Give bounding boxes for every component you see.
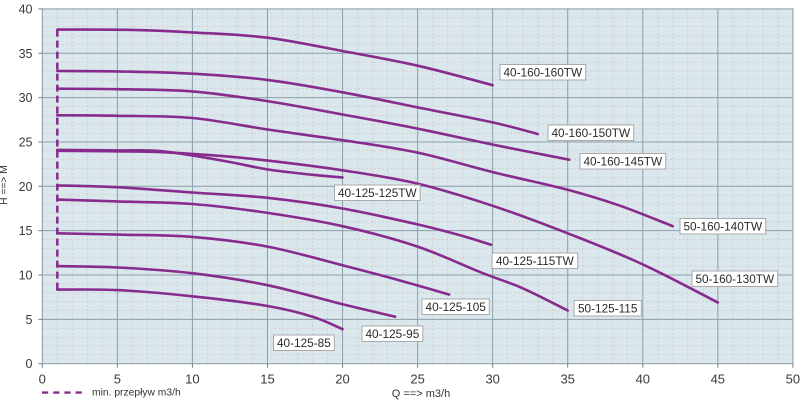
svg-text:30: 30	[485, 372, 499, 387]
svg-text:40-125-115TW: 40-125-115TW	[496, 254, 575, 268]
svg-text:50-160-130TW: 50-160-130TW	[695, 272, 775, 286]
svg-text:min. przepływ m3/h: min. przepływ m3/h	[92, 388, 181, 399]
svg-text:30: 30	[19, 91, 33, 105]
svg-text:40-125-105: 40-125-105	[426, 300, 487, 314]
svg-text:40-125-125TW: 40-125-125TW	[338, 186, 418, 200]
svg-text:20: 20	[335, 372, 349, 387]
svg-text:0: 0	[39, 372, 46, 387]
svg-text:45: 45	[711, 372, 725, 387]
svg-text:15: 15	[260, 372, 274, 387]
svg-text:20: 20	[19, 180, 33, 194]
svg-text:10: 10	[19, 269, 33, 283]
svg-text:40: 40	[19, 2, 33, 16]
svg-text:35: 35	[560, 372, 574, 387]
svg-text:5: 5	[114, 372, 121, 387]
svg-text:Q ==> m3/h: Q ==> m3/h	[392, 388, 450, 400]
svg-text:5: 5	[26, 313, 33, 327]
svg-text:40-125-95: 40-125-95	[366, 327, 420, 341]
svg-text:40-160-150TW: 40-160-150TW	[551, 126, 631, 140]
svg-text:40-160-145TW: 40-160-145TW	[583, 155, 663, 169]
svg-text:25: 25	[410, 372, 424, 387]
svg-text:40-125-85: 40-125-85	[277, 336, 331, 350]
svg-text:0: 0	[26, 357, 33, 371]
svg-text:H ==> M: H ==> M	[0, 165, 10, 205]
svg-text:50: 50	[786, 372, 800, 387]
svg-text:50-125-115: 50-125-115	[578, 302, 638, 316]
svg-text:35: 35	[19, 47, 33, 61]
svg-text:40: 40	[636, 372, 650, 387]
svg-text:40-160-160TW: 40-160-160TW	[503, 66, 583, 80]
svg-text:15: 15	[19, 224, 33, 238]
svg-text:10: 10	[185, 372, 199, 387]
svg-text:50-160-140TW: 50-160-140TW	[683, 220, 763, 234]
svg-text:25: 25	[19, 136, 33, 150]
